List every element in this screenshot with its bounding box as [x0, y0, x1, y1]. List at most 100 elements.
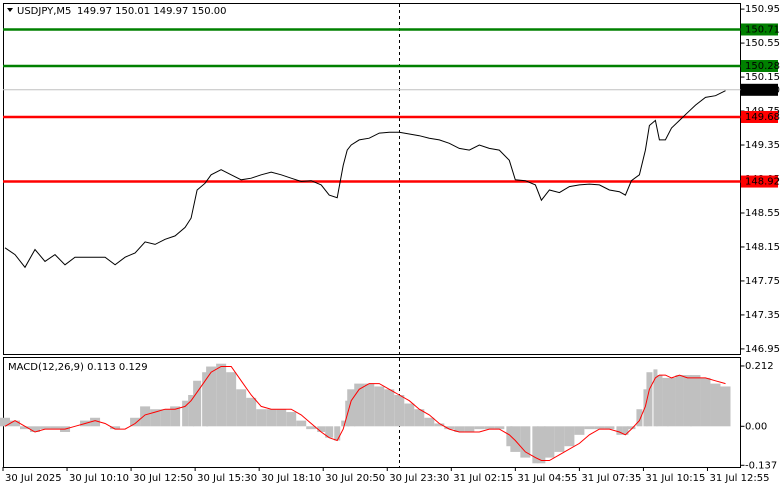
histogram-bar	[404, 403, 415, 427]
histogram-bar	[160, 409, 171, 427]
histogram-bar	[683, 375, 692, 427]
histogram-bar	[206, 366, 217, 427]
histogram-bar	[710, 383, 721, 427]
x-tick-label: 30 Jul 15:30	[197, 473, 257, 484]
y-tick-label: 0.00	[745, 421, 767, 432]
histogram-bar	[564, 426, 575, 447]
histogram-bar	[510, 426, 521, 452]
x-tick-label: 31 Jul 12:55	[709, 473, 769, 484]
histogram-bar	[354, 383, 365, 427]
histogram-bar	[90, 417, 101, 427]
level-box	[741, 175, 778, 188]
menu-icon	[7, 8, 13, 12]
histogram-bar	[616, 426, 623, 435]
histogram-bar	[520, 426, 531, 458]
histogram-bar	[296, 420, 307, 427]
histogram-bar	[444, 426, 455, 430]
histogram-bar	[474, 426, 485, 430]
ohlc-text: 149.97 150.01 149.97 150.00	[77, 6, 227, 17]
histogram-bar	[667, 377, 676, 427]
histogram-bar	[424, 417, 435, 427]
histogram-bar	[364, 383, 375, 427]
histogram-bar	[434, 423, 445, 427]
histogram-bar	[286, 412, 297, 427]
histogram-bar	[317, 426, 326, 432]
histogram-bar	[374, 386, 385, 427]
x-tick-label: 31 Jul 07:35	[581, 473, 641, 484]
histogram-bar	[656, 375, 663, 427]
histogram-bar	[394, 394, 405, 427]
histogram-bar	[636, 409, 643, 427]
histogram-bar	[334, 426, 341, 441]
histogram-bar	[464, 426, 475, 432]
histogram-bar	[384, 389, 395, 427]
histogram-bar	[594, 426, 605, 430]
y-tick-label: 146.95	[745, 344, 780, 355]
y-tick-label: -0.137	[745, 460, 777, 471]
level-box	[741, 23, 778, 36]
histogram-bar	[646, 372, 653, 427]
y-tick-label: 150.55	[745, 38, 780, 49]
histogram-bar	[544, 426, 555, 458]
histogram-bar	[246, 397, 257, 427]
histogram-bar	[236, 389, 247, 427]
histogram-bar	[494, 426, 505, 430]
histogram-bar	[40, 426, 51, 430]
level-box	[741, 60, 778, 73]
histogram-bar	[484, 426, 495, 430]
x-tick-label: 31 Jul 04:55	[517, 473, 577, 484]
histogram-bar	[414, 409, 425, 427]
y-tick-label: 148.55	[745, 208, 780, 219]
histogram-bar	[341, 420, 346, 427]
histogram-bar	[675, 375, 684, 427]
x-tick-label: 30 Jul 20:50	[325, 473, 385, 484]
histogram-bar	[216, 363, 227, 427]
current-price-label: 150.00	[745, 85, 780, 96]
histogram-bar	[325, 426, 334, 438]
macd-title: MACD(12,26,9) 0.113 0.129	[8, 362, 148, 373]
histogram-bar	[130, 417, 141, 427]
x-tick-label: 31 Jul 02:15	[453, 473, 513, 484]
histogram-bar	[653, 369, 658, 427]
histogram-bar	[10, 420, 21, 427]
histogram-bar	[537, 426, 546, 464]
histogram-bar	[700, 377, 711, 427]
histogram-bar	[182, 400, 189, 427]
histogram-bar	[50, 426, 61, 430]
y-tick-label: 150.15	[745, 72, 780, 83]
chart-title: USDJPY,M5	[17, 6, 71, 17]
histogram-bar	[256, 409, 267, 427]
histogram-bar	[170, 406, 181, 427]
histogram-bar	[20, 426, 31, 430]
histogram-bar	[30, 426, 41, 432]
histogram-bar	[662, 377, 669, 427]
histogram-bar	[276, 409, 287, 427]
histogram-bar	[720, 386, 731, 427]
histogram-bar	[150, 409, 161, 427]
x-tick-label: 30 Jul 12:50	[133, 473, 193, 484]
histogram-bar	[622, 426, 629, 435]
level-label: 148.92	[745, 177, 780, 188]
histogram-bar	[193, 380, 202, 427]
histogram-bar	[506, 426, 513, 447]
price-line	[4, 90, 726, 269]
histogram-bar	[454, 426, 465, 432]
y-tick-label: 149.35	[745, 140, 780, 151]
signal-line	[4, 366, 726, 461]
y-tick-label: 0.212	[745, 361, 774, 372]
level-label: 150.28	[745, 61, 780, 72]
macd-panel	[3, 357, 741, 468]
histogram-bar	[574, 426, 585, 435]
y-tick-label: 147.35	[745, 310, 780, 321]
current-price-box	[741, 83, 778, 96]
level-label: 150.71	[745, 24, 780, 35]
histogram-bar	[532, 426, 539, 464]
x-tick-label: 30 Jul 18:10	[261, 473, 321, 484]
histogram-bar	[202, 372, 209, 427]
y-tick-label: 147.75	[745, 276, 780, 287]
histogram-bar	[604, 426, 615, 430]
level-box	[741, 110, 778, 123]
histogram-bar	[306, 426, 317, 430]
